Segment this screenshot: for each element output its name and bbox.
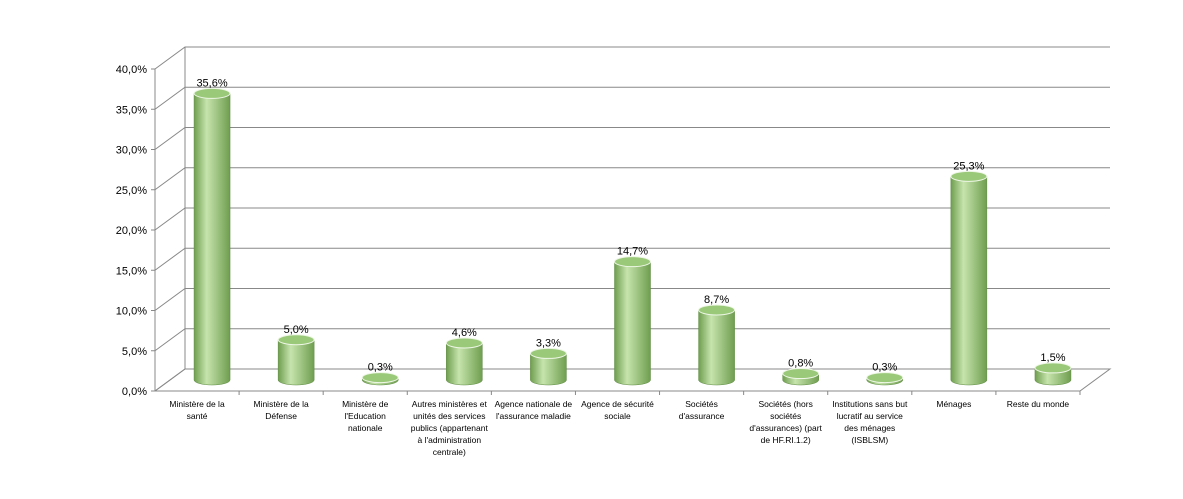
value-label: 14,7% <box>617 246 648 258</box>
value-label: 0,3% <box>368 362 393 374</box>
bar-top <box>277 334 315 346</box>
x-tick-label: Reste du monde <box>1006 399 1070 409</box>
y-tick-label: 40,0% <box>116 64 147 76</box>
value-label: 25,3% <box>953 160 984 172</box>
bar <box>193 93 231 386</box>
x-tick-label: Sociétés d'assurance <box>678 399 725 421</box>
y-tick-label: 35,0% <box>116 104 147 116</box>
y-tick-label: 25,0% <box>116 185 147 197</box>
bar-top <box>1034 362 1072 374</box>
value-label: 8,7% <box>704 294 729 306</box>
value-label: 35,6% <box>196 77 227 89</box>
bar-top <box>782 368 820 380</box>
bar-top <box>445 337 483 349</box>
x-tick-label: Ménages <box>936 399 972 409</box>
grid-line <box>154 207 1110 231</box>
bar <box>277 339 315 386</box>
x-tick-label: Agence de sécurité sociale <box>581 399 654 421</box>
x-tick-label: Ministère de la Défense <box>253 399 309 421</box>
bar <box>614 261 651 386</box>
x-tick-label: Ministère de l'Education nationale <box>342 399 389 433</box>
y-tick-label: 30,0% <box>116 145 147 157</box>
grid-line <box>154 288 1110 311</box>
y-tick-label: 0,0% <box>122 386 147 398</box>
grid-line <box>154 127 1110 150</box>
bar <box>950 176 988 386</box>
value-label: 3,3% <box>536 337 561 349</box>
bar <box>446 342 483 386</box>
grid-line <box>154 247 1110 271</box>
grid-line <box>154 46 1110 70</box>
x-tick-label: Sociétés (hors sociétés d'assurances) (p… <box>749 399 822 445</box>
value-label: 0,3% <box>872 362 897 374</box>
x-tick-label: Autres ministères et unités des services… <box>410 399 488 457</box>
grid-line <box>154 167 1110 191</box>
bar <box>698 309 735 386</box>
y-tick-label: 20,0% <box>116 225 147 237</box>
value-label: 1,5% <box>1040 352 1065 364</box>
bar-top <box>698 304 736 316</box>
value-label: 5,0% <box>284 324 309 336</box>
x-tick-label: Agence nationale de l'assurance maladie <box>494 399 573 421</box>
bar-top <box>361 372 399 384</box>
value-label: 0,8% <box>788 358 813 370</box>
bar-top <box>950 170 988 182</box>
x-tick-label: Institutions sans but lucratif au servic… <box>832 399 908 445</box>
y-tick-label: 5,0% <box>122 346 147 358</box>
y-tick-label: 10,0% <box>116 306 147 318</box>
bar-top <box>529 347 567 359</box>
x-tick-label: Ministère de la santé <box>169 399 225 421</box>
bar-top <box>193 87 231 99</box>
bar-top <box>614 256 651 268</box>
value-label: 4,6% <box>452 327 477 339</box>
bar <box>530 353 567 386</box>
grid-line <box>154 86 1110 110</box>
grid-line <box>154 328 1110 352</box>
bar-top <box>866 372 904 384</box>
y-tick-label: 15,0% <box>116 265 147 277</box>
